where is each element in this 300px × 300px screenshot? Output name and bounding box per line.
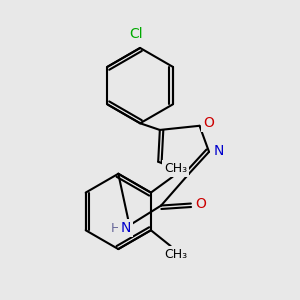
Text: CH₃: CH₃ xyxy=(164,162,187,175)
Text: H: H xyxy=(111,222,120,235)
Text: N: N xyxy=(214,144,224,158)
Text: O: O xyxy=(195,196,206,211)
Text: CH₃: CH₃ xyxy=(164,248,187,260)
Text: O: O xyxy=(203,116,214,130)
Text: N: N xyxy=(120,221,131,235)
Text: Cl: Cl xyxy=(129,27,143,41)
